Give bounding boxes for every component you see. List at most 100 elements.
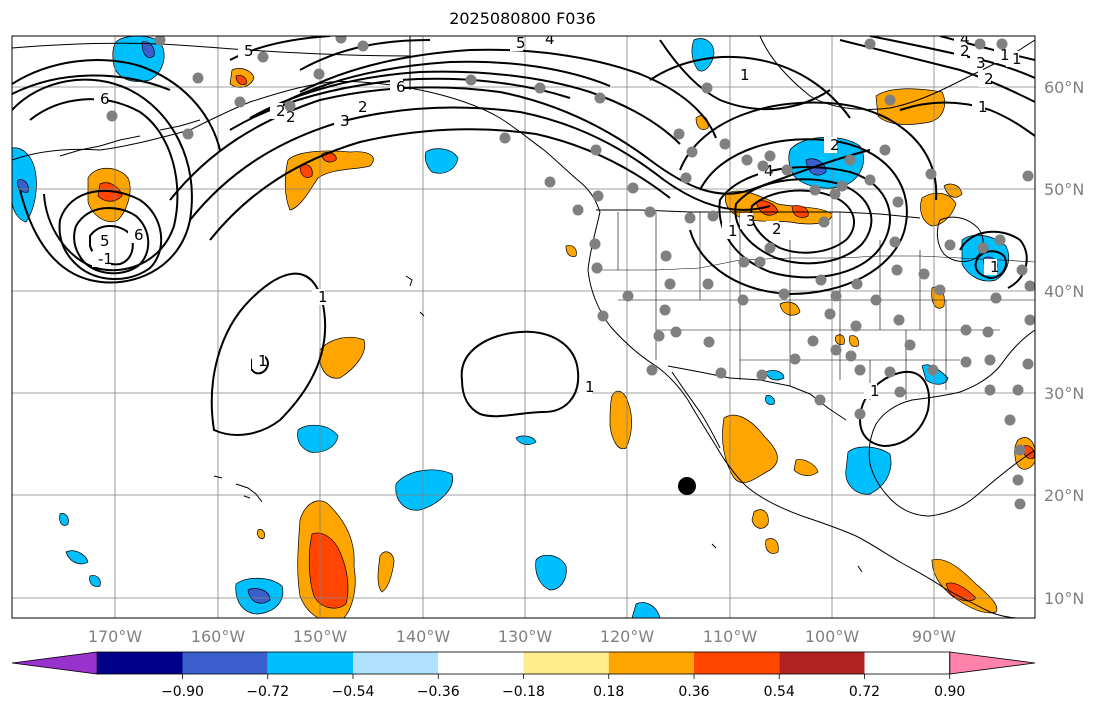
contour-label: 5 <box>516 34 526 52</box>
contour-label: 4 <box>545 30 555 48</box>
station-markers <box>106 36 1035 510</box>
islands-small <box>405 275 863 573</box>
contour-label: 4 <box>960 30 970 48</box>
latitude-label: 10°N <box>1044 589 1084 608</box>
baja-peninsula <box>671 371 721 449</box>
station-marker <box>757 160 769 172</box>
colorbar-tick-label: 0.72 <box>849 684 880 700</box>
station-marker <box>622 290 634 302</box>
station-marker <box>864 38 876 50</box>
gulf-coast <box>868 329 1035 517</box>
alaska-north <box>12 42 411 57</box>
contour-line <box>189 106 771 221</box>
contour-line <box>279 60 611 105</box>
contour-label: 2 <box>984 70 994 88</box>
shade-positive <box>849 335 859 347</box>
latitude-label: 40°N <box>1044 282 1084 301</box>
station-marker <box>192 72 204 84</box>
longitude-label: 170°W <box>88 627 143 646</box>
colorbar-tick-label: 0.36 <box>678 684 709 700</box>
latitude-label: 20°N <box>1044 486 1084 505</box>
station-marker <box>984 384 996 396</box>
station-marker <box>764 150 776 162</box>
station-marker <box>864 174 876 186</box>
shade-negative <box>59 513 69 526</box>
pacific-coast <box>587 211 1021 618</box>
station-marker <box>789 353 801 365</box>
shade-negative <box>65 550 89 565</box>
shade-negative <box>297 424 339 453</box>
shade-strong-positive <box>97 182 123 202</box>
contour-label-bg <box>972 99 985 115</box>
shade-strong-positive <box>299 164 313 178</box>
station-marker <box>594 92 606 104</box>
shade-positive <box>751 509 769 529</box>
contour-label: 6 <box>134 226 144 244</box>
station-marker <box>1014 498 1026 510</box>
station-marker <box>814 394 826 406</box>
station-marker <box>904 339 916 351</box>
contour-label-bg <box>1006 51 1019 67</box>
station-marker <box>829 188 841 200</box>
contour-label-bg <box>352 99 365 115</box>
station-marker <box>670 326 682 338</box>
station-marker <box>807 335 819 347</box>
station-marker <box>680 172 692 184</box>
station-marker <box>257 51 269 63</box>
contour-label: 2 <box>286 108 296 126</box>
colorbar-segment <box>267 652 353 674</box>
contour-line <box>959 230 1028 289</box>
chart-title: 2025080800 F036 <box>449 9 596 28</box>
station-marker <box>737 294 749 306</box>
contour-label: 1 <box>1012 50 1022 68</box>
contour-label-bg <box>766 221 779 237</box>
station-marker <box>894 386 906 398</box>
station-marker <box>925 168 937 180</box>
station-marker <box>844 154 856 166</box>
contour-label: 6 <box>100 90 110 108</box>
contour-label-bg <box>579 379 592 395</box>
shade-positive <box>765 538 779 554</box>
contour-label-bg <box>510 36 523 51</box>
longitude-label: 140°W <box>396 627 451 646</box>
longitude-label: 160°W <box>191 627 246 646</box>
contour-label: 2 <box>276 102 286 120</box>
contour-label: 1 <box>585 378 595 396</box>
contour-label: 1 <box>740 66 750 84</box>
colorbar-segment <box>353 652 439 674</box>
colorbar-tick-label: −0.54 <box>332 684 375 700</box>
station-marker <box>627 182 639 194</box>
shade-negative <box>631 602 661 618</box>
station-marker <box>884 366 896 378</box>
station-marker <box>284 100 296 112</box>
contour-label: 5 <box>244 42 254 60</box>
station-marker <box>660 250 672 262</box>
contour-line <box>939 36 1035 61</box>
shade-positive <box>943 183 963 198</box>
station-marker <box>313 68 325 80</box>
contour-label-bg <box>94 233 107 249</box>
station-marker <box>1024 280 1035 292</box>
station-marker <box>944 239 956 251</box>
shade-strong-positive <box>308 532 349 609</box>
shade-positive <box>565 245 577 257</box>
shade-strong-negative <box>247 588 271 604</box>
contour-label: 1 <box>1000 46 1010 64</box>
station-marker <box>591 262 603 274</box>
hawaii <box>213 475 263 503</box>
contour-line <box>689 138 908 296</box>
contour-label: 4 <box>764 162 774 180</box>
station-marker <box>673 128 685 140</box>
great-lakes <box>936 216 984 262</box>
contour-line <box>460 330 580 418</box>
shade-positive <box>609 390 632 450</box>
colorbar-extend-high <box>949 651 1036 675</box>
station-marker <box>781 164 793 176</box>
longitude-label: 100°W <box>805 627 860 646</box>
contour-label-bg <box>92 251 111 267</box>
station-marker <box>335 36 347 44</box>
contour-label-bg <box>984 259 997 275</box>
contour-label-bg <box>970 55 983 71</box>
colorbar-segment <box>182 652 268 674</box>
contour-line <box>659 39 831 111</box>
